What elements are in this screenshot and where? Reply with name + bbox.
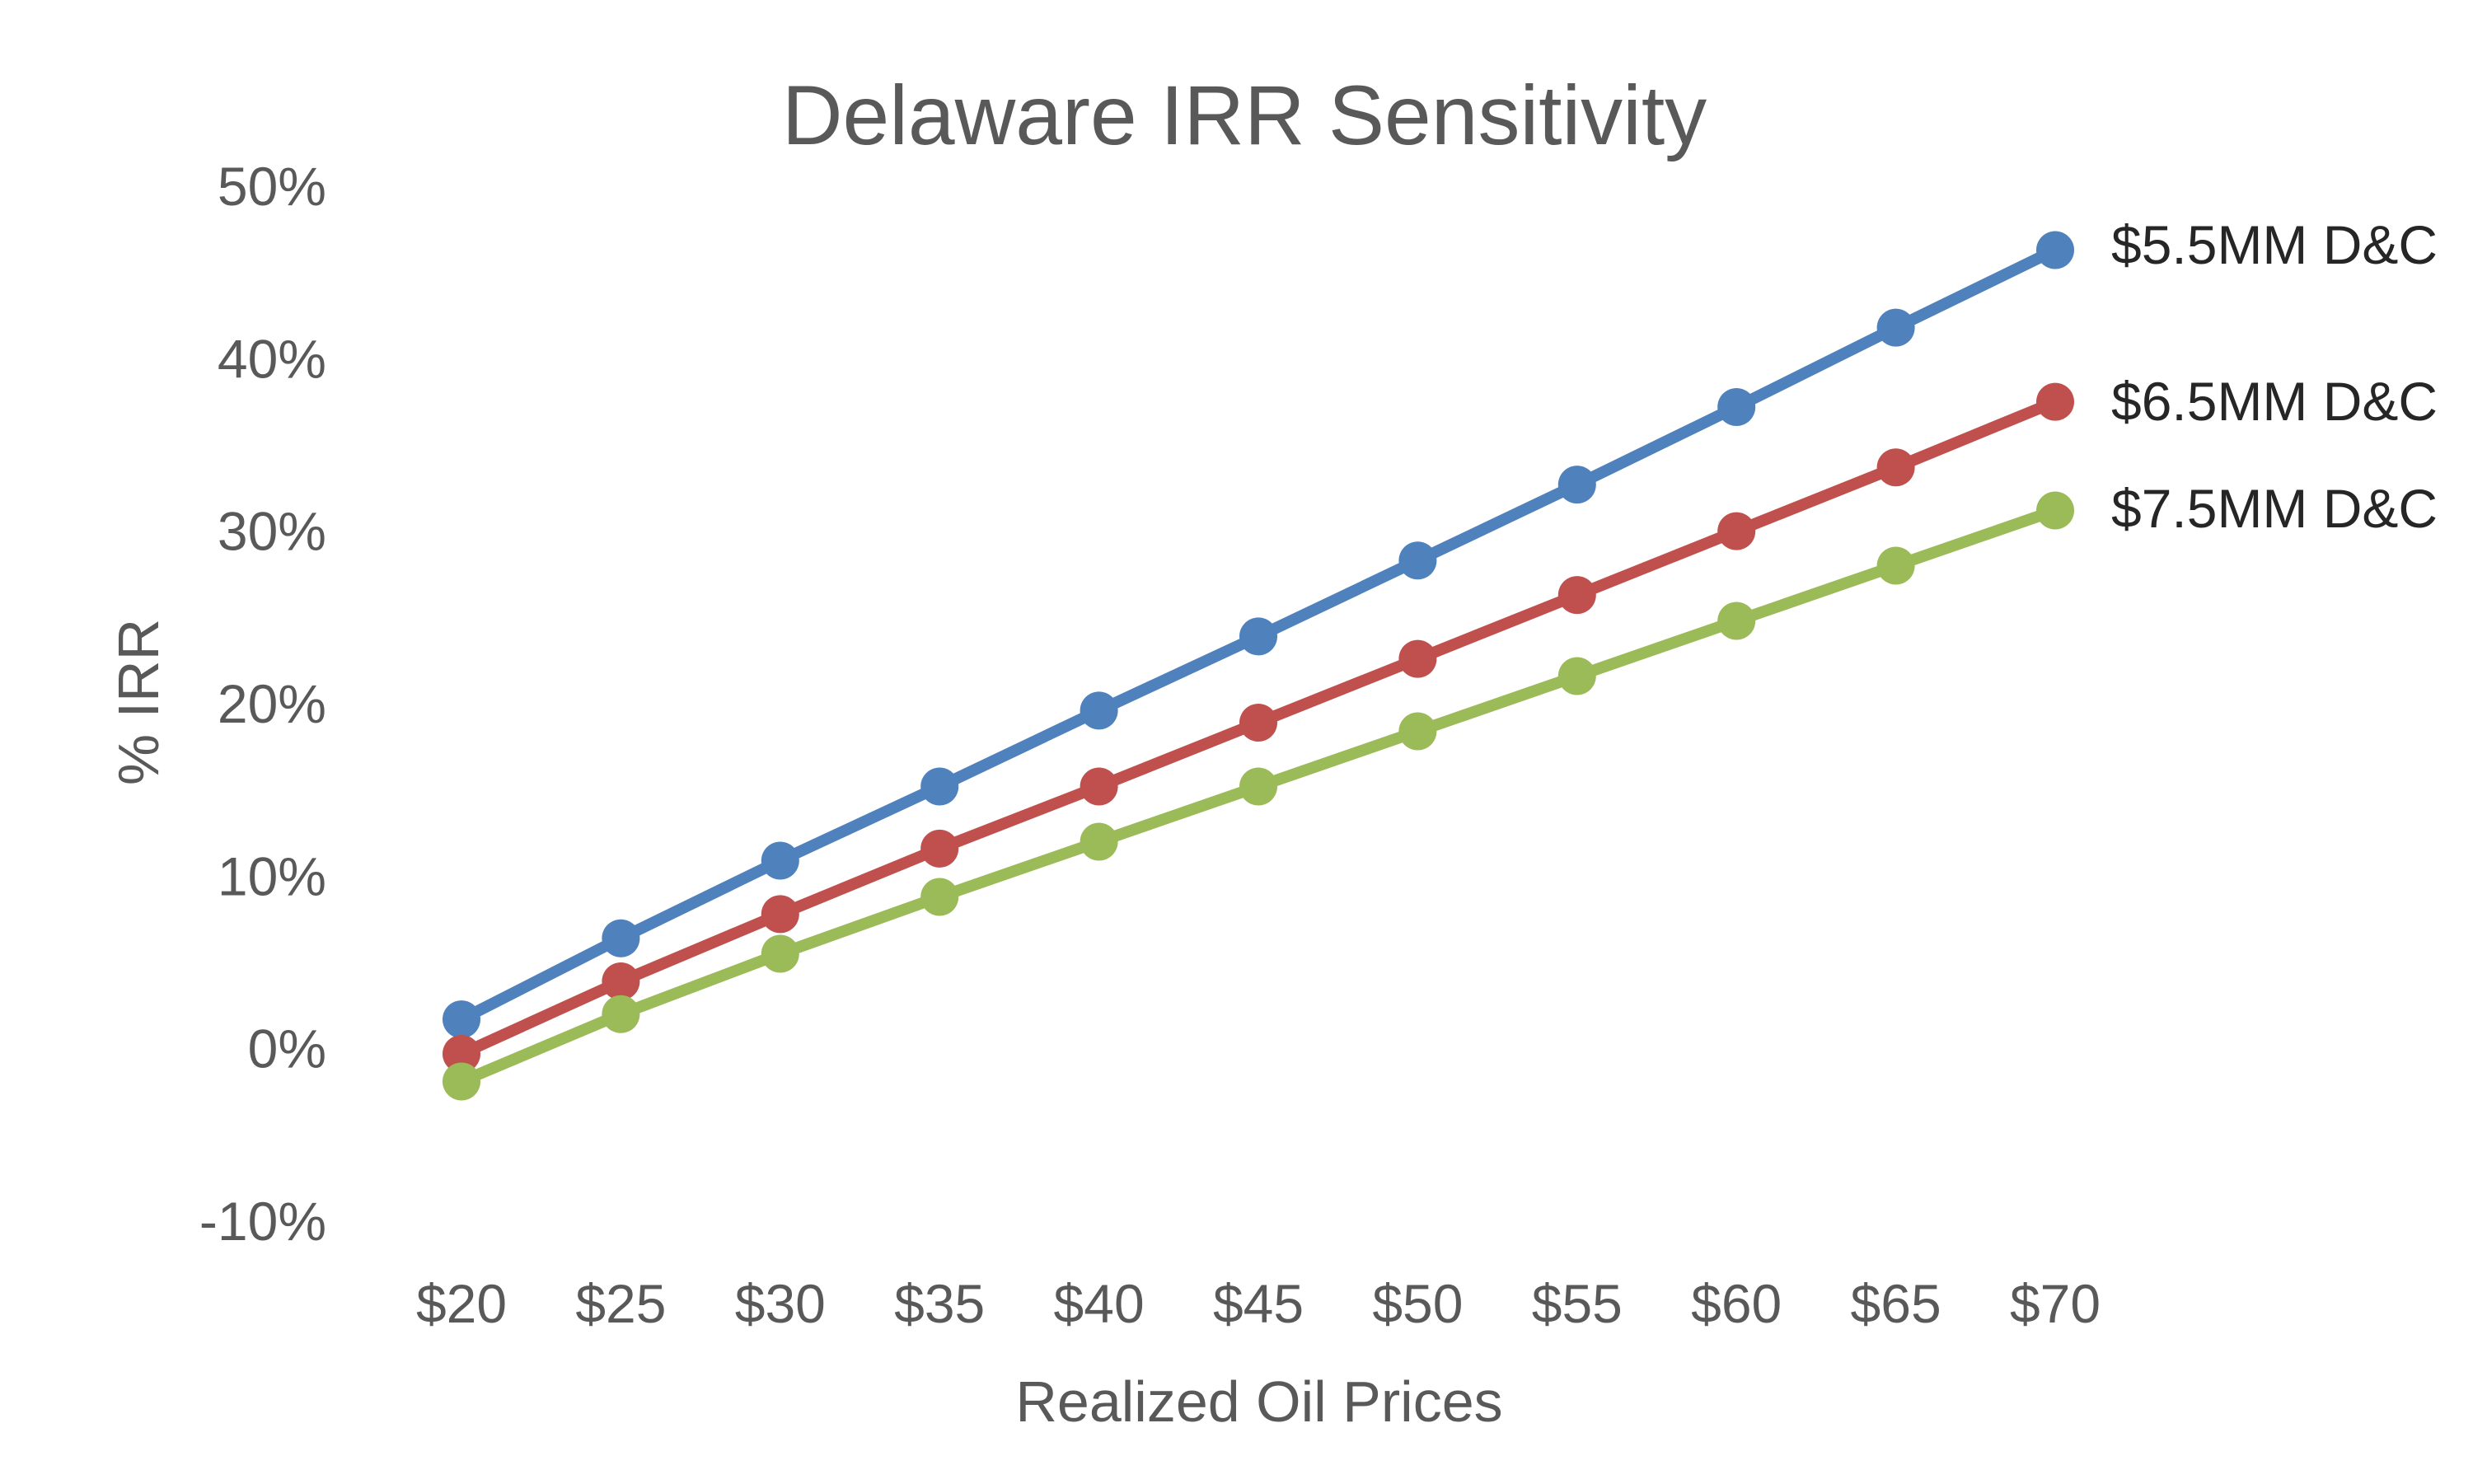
data-point xyxy=(761,841,799,880)
x-tick-label: $65 xyxy=(1851,1273,1941,1334)
x-tick-label: $40 xyxy=(1054,1273,1145,1334)
data-point xyxy=(1876,546,1915,585)
x-tick-label: $60 xyxy=(1691,1273,1782,1334)
x-tick-label: $55 xyxy=(1532,1273,1623,1334)
data-point xyxy=(1717,602,1756,640)
x-tick-label: $25 xyxy=(575,1273,666,1334)
y-tick-label: 10% xyxy=(218,845,326,906)
x-tick-label: $50 xyxy=(1372,1273,1463,1334)
x-axis-ticks: $20 $25 $30 $35 $40 $45 $50 $55 $60 $65 $70 xyxy=(416,1273,2101,1334)
x-tick-label: $20 xyxy=(416,1273,507,1334)
data-point xyxy=(2036,491,2074,530)
data-point xyxy=(1080,691,1118,730)
x-tick-label: $30 xyxy=(735,1273,826,1334)
data-point xyxy=(1876,448,1915,487)
data-point xyxy=(761,934,799,973)
y-axis-ticks: -10% 0% 10% 20% 30% 40% 50% xyxy=(199,156,326,1252)
data-point xyxy=(1239,617,1277,656)
y-tick-label: 0% xyxy=(248,1018,326,1079)
data-point xyxy=(602,919,640,957)
data-point xyxy=(1080,767,1118,806)
series-line xyxy=(443,231,2074,1039)
x-tick-label: $70 xyxy=(2010,1273,2101,1334)
data-point xyxy=(920,878,959,916)
data-point xyxy=(1557,576,1596,615)
x-axis-label: Realized Oil Prices xyxy=(1015,1369,1502,1434)
legend: $5.5MM D&C $6.5MM D&C $7.5MM D&C xyxy=(2111,214,2438,539)
data-point xyxy=(920,829,959,868)
series-line xyxy=(443,491,2074,1101)
data-point xyxy=(1398,541,1437,580)
y-tick-label: 30% xyxy=(218,501,326,562)
data-point xyxy=(1398,712,1437,751)
data-point xyxy=(1876,308,1915,347)
y-tick-label: 50% xyxy=(218,156,326,217)
data-point xyxy=(1398,639,1437,678)
legend-entry-label: $6.5MM D&C xyxy=(2111,371,2438,432)
data-point xyxy=(1080,822,1118,861)
data-point xyxy=(920,767,959,806)
y-tick-label: 20% xyxy=(218,673,326,734)
data-point xyxy=(443,1062,480,1101)
data-point xyxy=(602,962,640,1001)
y-tick-label: 40% xyxy=(218,328,326,389)
x-tick-label: $45 xyxy=(1213,1273,1304,1334)
y-tick-label: -10% xyxy=(199,1191,326,1252)
series-line xyxy=(443,382,2074,1073)
data-point xyxy=(443,1000,480,1039)
chart-title: Delaware IRR Sensitivity xyxy=(782,68,1707,162)
data-point xyxy=(1717,387,1756,426)
data-point xyxy=(761,895,799,934)
legend-entry-label: $5.5MM D&C xyxy=(2111,214,2438,275)
x-tick-label: $35 xyxy=(894,1273,985,1334)
data-point xyxy=(1717,512,1756,550)
data-point xyxy=(1239,767,1277,806)
data-point xyxy=(443,1034,480,1073)
data-point xyxy=(2036,382,2074,421)
data-point xyxy=(2036,231,2074,269)
data-point xyxy=(1557,466,1596,504)
data-point xyxy=(1557,657,1596,695)
y-axis-label: % IRR xyxy=(106,619,171,785)
data-point xyxy=(1239,704,1277,742)
legend-entry-label: $7.5MM D&C xyxy=(2111,478,2438,539)
data-point xyxy=(602,995,640,1033)
plot-area xyxy=(443,231,2074,1101)
